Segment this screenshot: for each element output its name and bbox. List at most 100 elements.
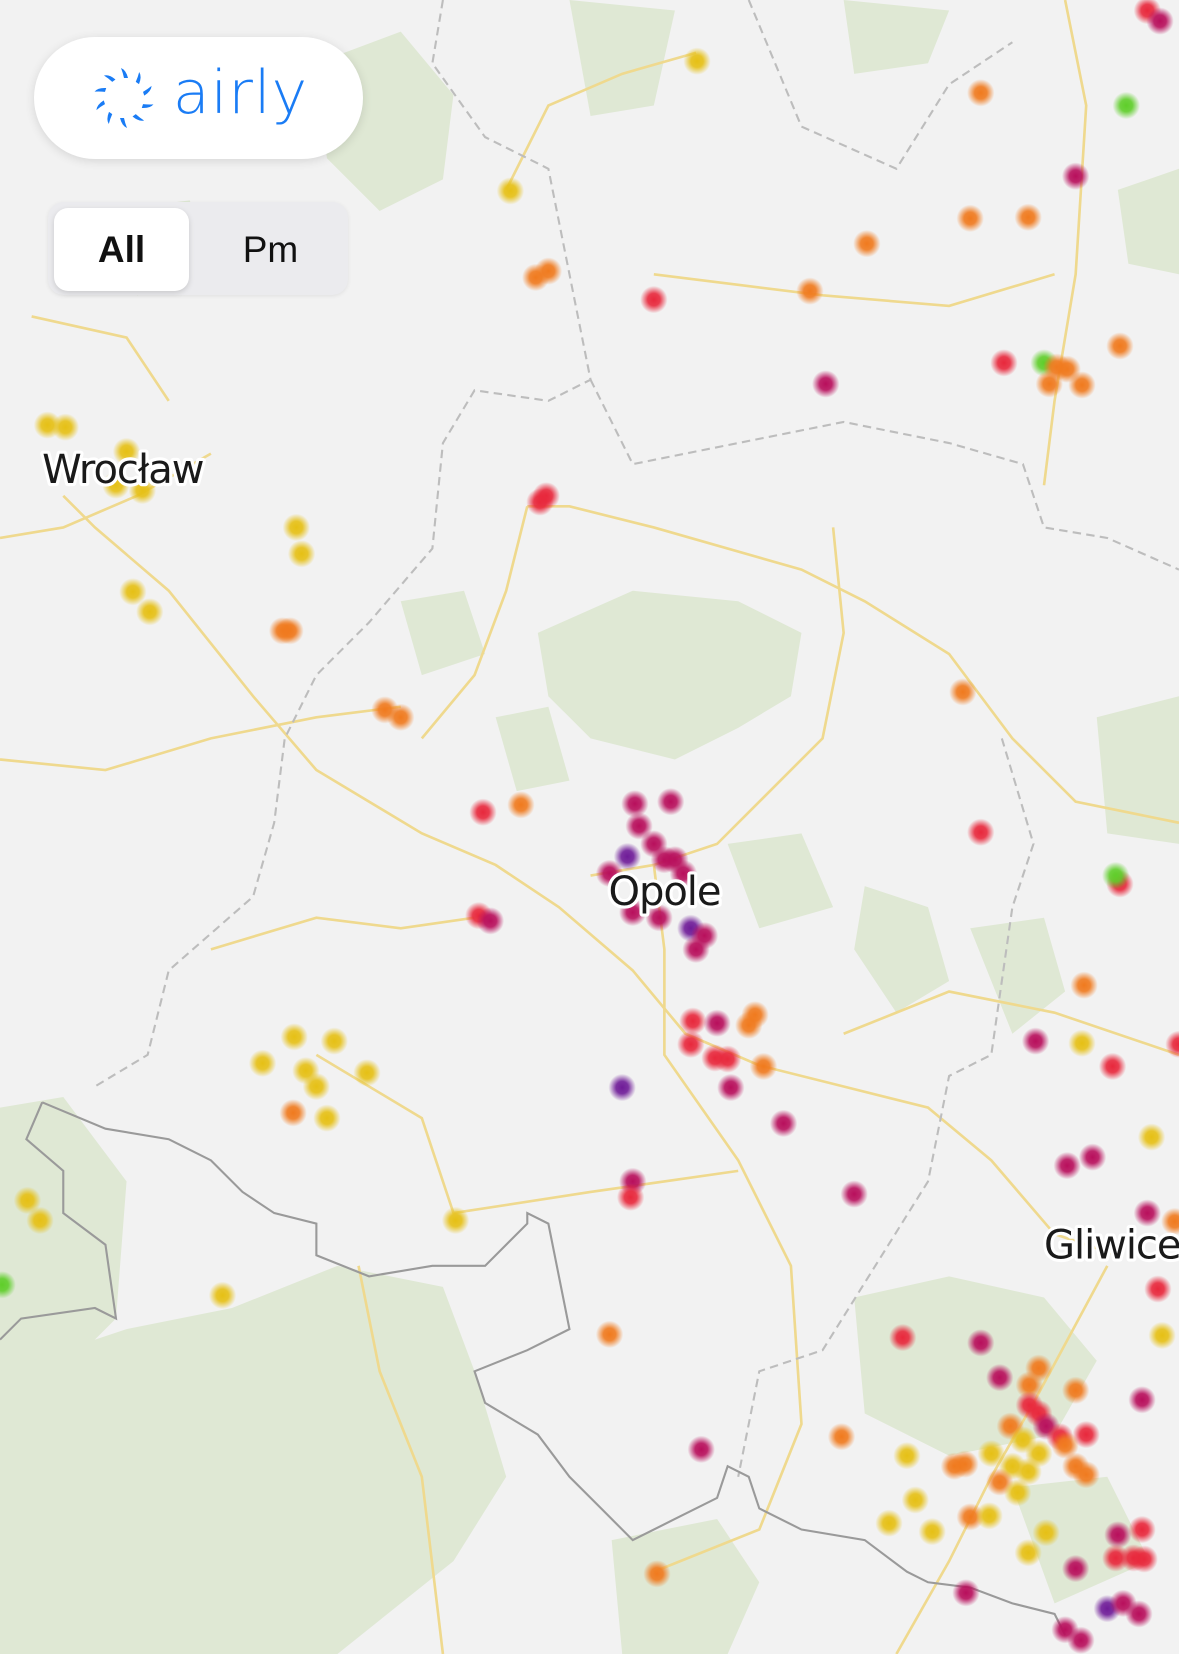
sensor-marker-very-bad[interactable] [476,907,505,935]
sensor-marker-very-bad[interactable] [967,1329,995,1357]
sensor-marker-poor[interactable] [1161,1207,1179,1236]
sensor-marker-moderate[interactable] [1032,1518,1060,1547]
sensor-marker-moderate[interactable] [112,437,141,466]
sensor-marker-poor[interactable] [967,79,995,107]
sensor-marker-poor[interactable] [1068,371,1096,399]
sensor-marker-poor[interactable] [1072,1460,1100,1489]
sensor-marker-poor[interactable] [595,1320,624,1349]
sensor-marker-good[interactable] [1102,861,1130,890]
sensor-marker-bad[interactable] [1072,1420,1100,1449]
sensor-marker-very-bad[interactable] [1053,1151,1081,1180]
sensor-marker-moderate[interactable] [248,1049,277,1077]
sensor-marker-bad[interactable] [888,1323,917,1352]
sensor-marker-poor[interactable] [749,1052,778,1081]
sensor-marker-moderate[interactable] [208,1281,237,1310]
sensor-marker-moderate[interactable] [1148,1321,1176,1350]
sensor-marker-bad[interactable] [469,798,497,826]
sensor-marker-very-bad[interactable] [1146,7,1174,35]
sensor-marker-moderate[interactable] [313,1104,341,1132]
sensor-marker-moderate[interactable] [280,1023,308,1051]
sensor-marker-poor[interactable] [534,257,563,285]
sensor-marker-very-bad[interactable] [619,898,647,927]
sensor-marker-bad[interactable] [679,1007,707,1035]
sensor-marker-poor[interactable] [949,678,977,706]
sensor-marker-bad[interactable] [616,1183,645,1211]
sensor-marker-bad[interactable] [640,285,668,314]
sensor-marker-moderate[interactable] [1003,1478,1032,1507]
sensor-marker-very-bad[interactable] [1133,1199,1162,1227]
sensor-marker-moderate[interactable] [496,177,525,205]
sensor-marker-moderate[interactable] [875,1509,903,1537]
pollutant-filter-toggle[interactable]: All Pm [48,202,348,295]
sensor-marker-poor[interactable] [643,1560,671,1588]
sensor-marker-very-bad[interactable] [1021,1027,1050,1055]
sensor-marker-poor[interactable] [1035,370,1063,398]
sensor-marker-bad[interactable] [1144,1275,1172,1303]
sensor-marker-poor[interactable] [853,229,881,258]
sensor-marker-moderate[interactable] [136,598,164,626]
sensor-marker-moderate[interactable] [918,1517,946,1546]
sensor-marker-bad[interactable] [532,482,560,510]
sensor-marker-moderate[interactable] [353,1059,381,1087]
sensor-marker-poor[interactable] [507,791,535,819]
sensor-marker-poor[interactable] [387,703,415,732]
sensor-marker-very-bad[interactable] [656,787,685,816]
sensor-marker-very-bad[interactable] [1078,1143,1107,1171]
sensor-marker-poor[interactable] [796,277,824,305]
sensor-marker-moderate[interactable] [901,1486,930,1514]
sensor-marker-very-bad[interactable] [952,1579,980,1607]
sensor-marker-very-bad[interactable] [812,370,840,398]
sensor-marker-very-bad[interactable] [840,1180,868,1208]
filter-pm-button[interactable]: Pm [242,228,299,270]
sensor-marker-moderate[interactable] [302,1072,331,1101]
sensor-marker-bad[interactable] [677,1030,705,1059]
sensor-marker-very-bad[interactable] [769,1109,798,1138]
sensor-marker-extreme[interactable] [608,1073,636,1102]
sensor-marker-poor[interactable] [276,617,304,645]
sensor-marker-very-bad[interactable] [1061,1554,1090,1583]
filter-all-button[interactable]: All [54,208,189,291]
sensor-marker-very-bad[interactable] [1128,1386,1156,1414]
sensor-marker-bad[interactable] [1098,1052,1127,1081]
sensor-marker-very-bad[interactable] [682,935,710,964]
sensor-marker-poor[interactable] [279,1099,307,1127]
sensor-marker-very-bad[interactable] [687,1435,715,1464]
sensor-marker-moderate[interactable] [683,47,711,75]
sensor-marker-moderate[interactable] [893,1441,921,1470]
sensor-marker-moderate[interactable] [13,1186,42,1215]
sensor-marker-very-bad[interactable] [669,859,698,888]
sensor-marker-very-bad[interactable] [986,1363,1014,1392]
sensor-marker-very-bad[interactable] [717,1073,745,1102]
sensor-marker-moderate[interactable] [1014,1457,1042,1486]
sensor-marker-bad[interactable] [1128,1515,1156,1544]
sensor-marker-moderate[interactable] [1068,1029,1096,1057]
sensor-marker-very-bad[interactable] [1104,1521,1132,1549]
sensor-marker-very-bad[interactable] [645,904,673,932]
sensor-marker-poor[interactable] [956,204,984,233]
sensor-marker-very-bad[interactable] [621,790,649,818]
sensor-marker-poor[interactable] [827,1422,856,1451]
sensor-marker-moderate[interactable] [102,471,130,499]
sensor-marker-poor[interactable] [1014,203,1042,232]
sensor-marker-moderate[interactable] [975,1502,1003,1530]
sensor-marker-moderate[interactable] [320,1027,349,1055]
sensor-marker-moderate[interactable] [1137,1123,1166,1151]
sensor-marker-moderate[interactable] [26,1206,54,1235]
sensor-marker-bad[interactable] [990,349,1018,377]
sensor-marker-poor[interactable] [1061,1376,1090,1405]
sensor-marker-good[interactable] [0,1271,16,1299]
sensor-marker-poor[interactable] [1051,1431,1079,1459]
sensor-marker-poor[interactable] [1070,971,1098,999]
sensor-marker-moderate[interactable] [51,413,80,441]
sensor-marker-bad[interactable] [1165,1030,1179,1059]
sensor-marker-good[interactable] [1112,91,1140,120]
sensor-marker-very-bad[interactable] [1125,1600,1153,1628]
sensor-marker-moderate[interactable] [282,513,311,542]
sensor-marker-bad[interactable] [713,1045,742,1073]
sensor-marker-moderate[interactable] [128,476,157,505]
sensor-marker-very-bad[interactable] [1061,162,1090,190]
sensor-marker-very-bad[interactable] [703,1009,731,1037]
sensor-marker-moderate[interactable] [119,578,147,606]
sensor-marker-moderate[interactable] [287,540,316,568]
